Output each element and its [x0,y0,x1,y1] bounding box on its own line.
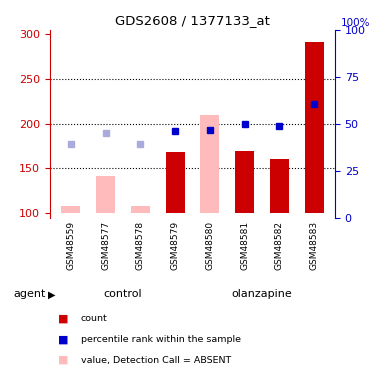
Text: GSM48579: GSM48579 [171,220,180,270]
Text: GSM48583: GSM48583 [310,220,319,270]
Text: count: count [81,314,107,323]
Bar [166,152,185,213]
Text: control: control [104,290,142,299]
Bar [96,176,115,213]
Text: GSM48578: GSM48578 [136,220,145,270]
Text: ■: ■ [58,355,68,365]
Text: agent: agent [14,290,46,299]
Text: olanzapine: olanzapine [232,290,292,299]
Text: GSM48559: GSM48559 [66,220,75,270]
Text: ▶: ▶ [48,290,55,299]
Text: GSM48577: GSM48577 [101,220,110,270]
Bar [61,206,80,213]
Text: 100%: 100% [341,18,370,28]
Bar [270,159,289,213]
Bar [235,150,254,213]
Bar [200,115,219,213]
Title: GDS2608 / 1377133_at: GDS2608 / 1377133_at [115,15,270,27]
Text: GSM48582: GSM48582 [275,220,284,270]
Text: percentile rank within the sample: percentile rank within the sample [81,335,241,344]
Text: GSM48581: GSM48581 [240,220,249,270]
Text: GSM48580: GSM48580 [205,220,214,270]
Bar [305,42,324,213]
Text: ■: ■ [58,314,68,324]
Bar [131,206,150,213]
Text: value, Detection Call = ABSENT: value, Detection Call = ABSENT [81,356,231,364]
Text: ■: ■ [58,334,68,344]
